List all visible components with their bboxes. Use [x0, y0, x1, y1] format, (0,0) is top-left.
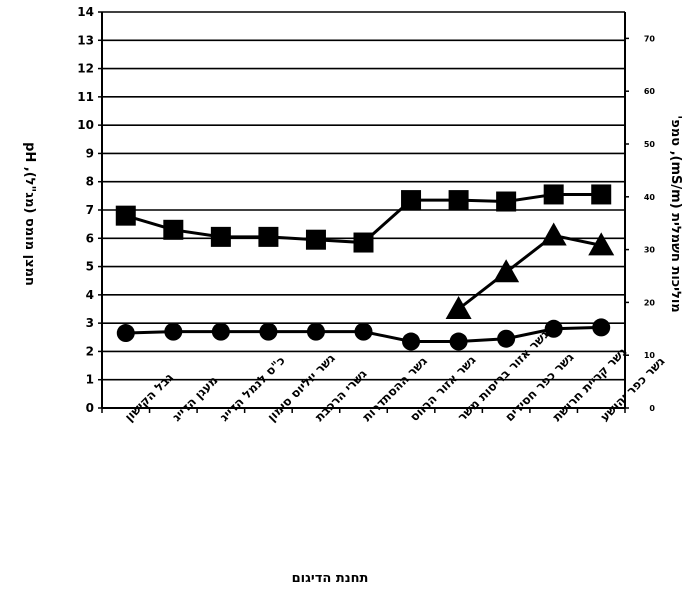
data-point-circle	[306, 322, 325, 341]
right-tick-label: 70	[644, 34, 656, 43]
data-point-square	[496, 191, 517, 212]
data-point-square	[401, 190, 422, 211]
data-point-square	[543, 184, 564, 205]
data-point-circle	[592, 318, 611, 337]
data-point-triangle	[493, 259, 520, 283]
series-square	[115, 184, 612, 253]
y-axis-label-left: חמצן מומס (מג"ל), pH	[22, 142, 37, 286]
left-tick-label: 8	[86, 175, 94, 189]
data-point-square	[448, 190, 469, 211]
series-layer	[115, 184, 615, 351]
data-point-square	[258, 226, 279, 247]
data-point-square	[115, 205, 136, 226]
data-point-circle	[259, 322, 278, 341]
data-point-square	[591, 184, 612, 205]
right-tick-label: 0	[649, 404, 655, 413]
series-triangle	[445, 222, 615, 319]
right-axis-ticks: 0 10 20 30 40 50 60 70	[625, 34, 655, 413]
left-tick-label: 0	[86, 401, 94, 415]
data-point-circle	[544, 319, 563, 338]
right-tick-label: 30	[644, 246, 656, 255]
right-tick-label: 60	[644, 87, 656, 96]
left-tick-label: 11	[77, 90, 94, 104]
data-point-triangle	[588, 232, 615, 256]
right-tick-label: 10	[644, 351, 656, 360]
left-tick-label: 13	[77, 33, 94, 47]
data-point-circle	[402, 332, 421, 351]
left-tick-label: 7	[86, 203, 94, 217]
left-tick-label: 3	[86, 316, 94, 330]
data-point-circle	[354, 322, 373, 341]
right-tick-label: 40	[644, 193, 656, 202]
category-label: גבל הקישון	[122, 370, 176, 424]
data-point-square	[353, 232, 374, 253]
left-tick-label: 14	[77, 5, 94, 19]
y-axis-label-right: מוליכות חשמלית (mS/m), טמפ'	[668, 115, 683, 312]
series-line	[457, 233, 602, 311]
data-point-triangle	[540, 222, 567, 246]
data-point-circle	[497, 329, 516, 348]
right-tick-label: 50	[644, 140, 656, 149]
left-tick-label: 2	[86, 344, 94, 358]
data-point-square	[210, 226, 231, 247]
left-tick-label: 10	[77, 118, 94, 132]
left-tick-label: 4	[86, 288, 94, 302]
category-label: מעגן הדייג	[170, 373, 221, 424]
axes	[101, 12, 626, 413]
data-point-square	[163, 219, 184, 240]
data-point-circle	[164, 322, 183, 341]
left-tick-label: 9	[86, 146, 94, 160]
data-point-triangle	[445, 296, 472, 319]
data-point-circle	[211, 322, 230, 341]
data-point-circle	[116, 324, 135, 343]
series-circle	[116, 318, 611, 351]
data-point-square	[305, 229, 326, 250]
x-axis-label: תחנת הדיגום	[292, 571, 369, 586]
left-tick-label: 5	[86, 260, 94, 274]
data-point-circle	[449, 332, 468, 351]
left-tick-label: 1	[86, 373, 94, 387]
right-tick-label: 20	[644, 298, 656, 307]
left-tick-label: 6	[86, 231, 94, 245]
left-tick-label: 12	[77, 62, 94, 76]
